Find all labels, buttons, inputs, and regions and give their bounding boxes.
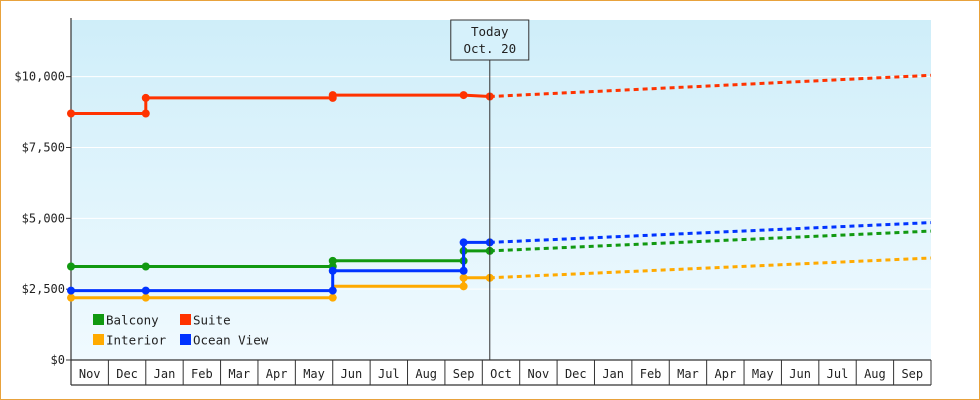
x-tick-label: Jul <box>827 367 849 381</box>
data-point <box>141 93 150 102</box>
legend-swatch <box>93 334 104 345</box>
x-tick-label: Nov <box>528 367 550 381</box>
forecast-line <box>489 229 932 253</box>
plot-background <box>71 20 931 360</box>
x-tick-label: Apr <box>266 367 288 381</box>
data-point <box>459 282 468 291</box>
data-point <box>328 293 337 302</box>
data-point <box>328 91 337 100</box>
x-tick-label: Jan <box>154 367 176 381</box>
x-tick-label: Mar <box>228 367 250 381</box>
x-tick-label: Dec <box>565 367 587 381</box>
x-tick-label: Oct <box>490 367 512 381</box>
axes: $0 $2,500 $5,000 $7,500 $10,000 Nov Dec Jan Feb M… <box>14 18 932 386</box>
x-tick-label: Feb <box>191 367 213 381</box>
legend-label: Ocean View <box>193 333 269 348</box>
y-tick-label: $0 <box>51 353 65 367</box>
data-point <box>67 262 75 271</box>
today-label: Today <box>471 24 509 39</box>
series-suite <box>67 73 932 118</box>
data-point <box>459 238 468 247</box>
forecast-line <box>489 73 932 98</box>
forecast-line <box>489 221 932 244</box>
legend-label: Balcony <box>106 313 159 328</box>
legend-swatch <box>180 334 191 345</box>
series <box>67 73 932 302</box>
today-date: Oct. 20 <box>463 41 516 56</box>
y-tick-label: $5,000 <box>22 211 65 225</box>
x-tick-label: Jan <box>602 367 624 381</box>
legend-swatch <box>180 314 191 325</box>
x-tick-label: Aug <box>415 367 437 381</box>
x-tick-label: Mar <box>677 367 699 381</box>
data-point <box>67 286 75 295</box>
data-point <box>459 266 468 275</box>
data-point <box>459 91 468 100</box>
data-point <box>141 293 150 302</box>
legend-label: Suite <box>193 313 231 328</box>
data-point <box>141 286 150 295</box>
x-tick-label: Feb <box>640 367 662 381</box>
x-tick-label: Dec <box>116 367 138 381</box>
data-point <box>328 256 337 265</box>
x-tick-label: Apr <box>715 367 737 381</box>
x-tick-label: May <box>752 367 774 381</box>
x-tick-label: Sep <box>453 367 475 381</box>
series-ocean-view <box>67 221 932 295</box>
forecast-line <box>489 256 932 280</box>
data-point <box>328 286 337 295</box>
x-tick-label: Aug <box>864 367 886 381</box>
data-point <box>328 266 337 275</box>
y-tick-label: $10,000 <box>14 70 65 84</box>
data-point <box>141 262 150 271</box>
x-tick-label: Jun <box>341 367 363 381</box>
data-point <box>459 273 468 282</box>
data-point <box>141 109 150 118</box>
data-point <box>67 109 75 118</box>
x-tick-label: May <box>303 367 325 381</box>
x-tick-label: Sep <box>901 367 923 381</box>
y-tick-label: $2,500 <box>22 282 65 296</box>
legend-swatch <box>93 314 104 325</box>
x-tick-label: Jul <box>378 367 400 381</box>
legend-label: Interior <box>106 333 167 348</box>
legend: Balcony Suite Interior Ocean View <box>93 313 269 348</box>
today-marker: Today Oct. 20 <box>450 19 530 360</box>
y-tick-label: $7,500 <box>22 141 65 155</box>
x-tick-label: Jun <box>789 367 811 381</box>
x-tick-label: Nov <box>79 367 101 381</box>
data-point <box>67 293 75 302</box>
today-box <box>450 19 530 61</box>
